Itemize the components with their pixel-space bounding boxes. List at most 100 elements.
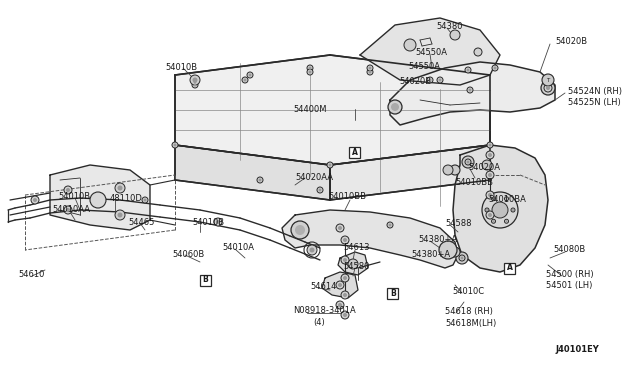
Text: 54525N (LH): 54525N (LH)	[568, 98, 621, 107]
Polygon shape	[453, 145, 548, 272]
Text: 54465: 54465	[128, 218, 154, 227]
Text: 54010A: 54010A	[222, 243, 254, 252]
Circle shape	[388, 224, 392, 227]
Circle shape	[192, 79, 198, 85]
Circle shape	[511, 208, 515, 212]
Circle shape	[492, 202, 508, 218]
Circle shape	[118, 186, 122, 190]
Text: 54010AA: 54010AA	[52, 205, 90, 214]
Polygon shape	[322, 272, 358, 298]
Circle shape	[488, 173, 492, 177]
Circle shape	[546, 86, 550, 90]
Circle shape	[341, 274, 349, 282]
Text: 54010BA: 54010BA	[488, 195, 526, 204]
Circle shape	[193, 77, 198, 83]
Text: 54020B: 54020B	[555, 37, 587, 46]
Text: B: B	[202, 276, 208, 285]
Circle shape	[343, 258, 347, 262]
Circle shape	[341, 311, 349, 319]
Text: 54010B: 54010B	[58, 192, 90, 201]
Circle shape	[427, 77, 433, 83]
Text: 54618M(LH): 54618M(LH)	[445, 319, 496, 328]
Circle shape	[214, 218, 222, 226]
Circle shape	[504, 219, 509, 223]
Circle shape	[459, 255, 465, 261]
Text: 54614: 54614	[310, 282, 337, 291]
Circle shape	[248, 74, 252, 77]
Circle shape	[310, 247, 314, 253]
Circle shape	[461, 257, 463, 260]
Circle shape	[367, 69, 373, 75]
Text: 54010B: 54010B	[165, 63, 197, 72]
Text: N08918-3401A: N08918-3401A	[293, 306, 356, 315]
Circle shape	[348, 259, 358, 269]
Circle shape	[142, 197, 148, 203]
Circle shape	[468, 89, 472, 92]
FancyBboxPatch shape	[387, 288, 399, 298]
Text: (4): (4)	[313, 318, 324, 327]
Circle shape	[492, 65, 498, 71]
Circle shape	[327, 162, 333, 168]
Circle shape	[486, 151, 494, 159]
Circle shape	[439, 241, 457, 259]
Circle shape	[367, 65, 373, 71]
Circle shape	[336, 224, 344, 232]
Circle shape	[488, 153, 492, 157]
Circle shape	[450, 165, 460, 175]
Text: 54610: 54610	[18, 270, 44, 279]
Circle shape	[506, 198, 508, 200]
Circle shape	[64, 186, 72, 194]
Circle shape	[338, 283, 342, 287]
Circle shape	[341, 256, 349, 264]
Circle shape	[343, 238, 347, 242]
Circle shape	[328, 164, 332, 167]
Circle shape	[247, 72, 253, 78]
Circle shape	[338, 303, 342, 307]
Circle shape	[456, 252, 468, 264]
Circle shape	[369, 67, 371, 70]
Circle shape	[493, 198, 495, 200]
Circle shape	[391, 103, 399, 111]
Circle shape	[493, 67, 497, 70]
Circle shape	[338, 226, 342, 230]
Text: 54010BB: 54010BB	[328, 192, 366, 201]
Circle shape	[192, 82, 198, 88]
Circle shape	[467, 87, 473, 93]
Text: 54020AA: 54020AA	[295, 173, 333, 182]
Circle shape	[243, 78, 246, 81]
Circle shape	[307, 69, 313, 75]
FancyBboxPatch shape	[200, 275, 211, 285]
Circle shape	[193, 80, 196, 83]
Circle shape	[295, 225, 305, 235]
Text: 54400M: 54400M	[293, 105, 327, 114]
Text: 54501 (LH): 54501 (LH)	[546, 281, 593, 290]
Text: 54010BB: 54010BB	[455, 178, 493, 187]
Circle shape	[492, 219, 495, 223]
Circle shape	[467, 160, 470, 164]
Circle shape	[336, 301, 344, 309]
Circle shape	[541, 81, 555, 95]
Text: 54010B: 54010B	[192, 218, 224, 227]
Text: 54080B: 54080B	[553, 245, 585, 254]
Circle shape	[341, 236, 349, 244]
Circle shape	[341, 291, 349, 299]
Circle shape	[31, 196, 39, 204]
Circle shape	[474, 48, 482, 56]
Text: 54380+A: 54380+A	[418, 235, 457, 244]
Circle shape	[369, 71, 371, 74]
Circle shape	[512, 209, 514, 211]
Text: J40101EY: J40101EY	[555, 345, 599, 354]
Text: B: B	[390, 289, 396, 298]
Circle shape	[492, 197, 495, 201]
Circle shape	[387, 222, 393, 228]
Circle shape	[404, 39, 416, 51]
Circle shape	[242, 77, 248, 83]
Circle shape	[486, 191, 494, 199]
Circle shape	[259, 179, 262, 182]
Text: 54618 (RH): 54618 (RH)	[445, 307, 493, 316]
Circle shape	[438, 78, 442, 81]
Text: 54500 (RH): 54500 (RH)	[546, 270, 594, 279]
Circle shape	[33, 198, 37, 202]
Circle shape	[486, 171, 494, 179]
Circle shape	[450, 30, 460, 40]
